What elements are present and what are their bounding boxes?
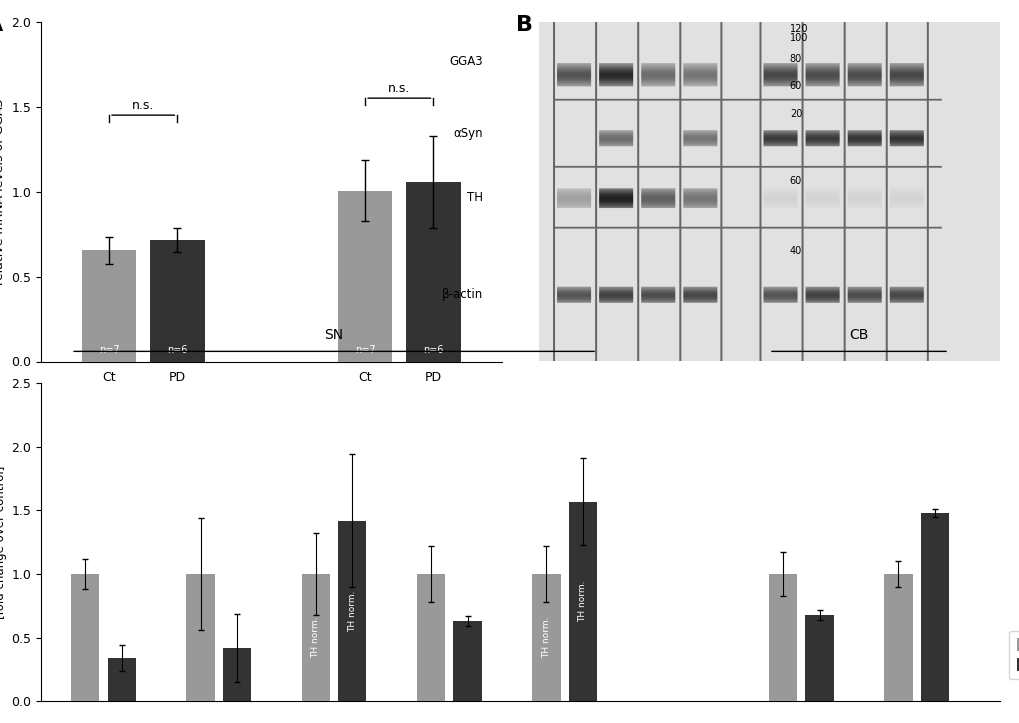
Bar [417, 574, 445, 701]
Text: n.s.: n.s. [388, 82, 410, 95]
Text: 120: 120 [789, 24, 807, 34]
Bar [186, 574, 215, 701]
Bar [82, 250, 137, 362]
Bar [222, 648, 251, 701]
Text: 80: 80 [789, 54, 801, 64]
Text: n.s.: n.s. [131, 99, 154, 112]
Bar [920, 513, 948, 701]
Bar [150, 240, 205, 362]
Text: β-actin: β-actin [441, 288, 483, 301]
Text: GGA3: GGA3 [449, 54, 483, 67]
Bar [71, 574, 100, 701]
Text: TH norm.: TH norm. [578, 581, 587, 623]
Bar [569, 502, 596, 701]
Bar [805, 615, 833, 701]
Text: CB: CB [389, 457, 409, 471]
Y-axis label: relative mRNA levels of GGA3: relative mRNA levels of GGA3 [0, 98, 5, 285]
Legend: Ct, PD: Ct, PD [1008, 630, 1019, 679]
Text: TH: TH [467, 192, 483, 205]
Text: 100: 100 [789, 33, 807, 43]
Bar [532, 574, 560, 701]
Bar [337, 191, 392, 362]
Bar [338, 521, 366, 701]
Text: 40: 40 [789, 246, 801, 256]
Text: 20: 20 [789, 108, 801, 119]
Text: B: B [515, 15, 532, 35]
Bar [453, 621, 481, 701]
Text: 60: 60 [789, 176, 801, 186]
Bar [883, 574, 912, 701]
Text: n=6: n=6 [423, 345, 443, 355]
Bar [302, 574, 330, 701]
Text: TH norm.: TH norm. [541, 617, 550, 659]
Bar [406, 182, 461, 362]
Text: SN: SN [324, 328, 343, 342]
Text: n=7: n=7 [99, 345, 119, 355]
Bar [107, 658, 136, 701]
Text: TH norm.: TH norm. [311, 617, 320, 659]
Text: TH norm.: TH norm. [347, 590, 357, 632]
Y-axis label: protein levels (actin norm.)
[fold change over control]: protein levels (actin norm.) [fold chang… [0, 462, 7, 623]
Text: 60: 60 [789, 81, 801, 91]
Text: A: A [0, 15, 3, 35]
Text: CB: CB [849, 328, 868, 342]
Text: n=7: n=7 [355, 345, 375, 355]
Text: n=6: n=6 [167, 345, 187, 355]
Bar [768, 574, 797, 701]
Text: αSyn: αSyn [453, 127, 483, 140]
Text: SN: SN [133, 457, 153, 471]
